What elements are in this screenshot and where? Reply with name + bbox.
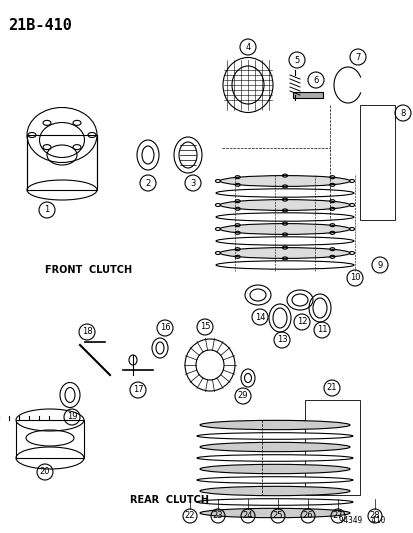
- Bar: [27, 135, 97, 190]
- Ellipse shape: [219, 224, 349, 235]
- Text: REAR  CLUTCH: REAR CLUTCH: [130, 495, 209, 505]
- Text: 21: 21: [326, 384, 337, 392]
- Text: 1: 1: [44, 206, 50, 214]
- Text: 16: 16: [159, 324, 170, 333]
- Text: 12: 12: [296, 318, 306, 327]
- Text: 4: 4: [245, 43, 250, 52]
- Text: 19: 19: [66, 413, 77, 422]
- Text: 14: 14: [254, 312, 265, 321]
- Ellipse shape: [199, 464, 349, 474]
- Ellipse shape: [216, 189, 353, 197]
- Text: 22: 22: [184, 512, 195, 521]
- Text: 26: 26: [302, 512, 313, 521]
- Ellipse shape: [197, 499, 352, 505]
- Bar: [292, 92, 322, 98]
- Ellipse shape: [197, 455, 352, 461]
- Text: 15: 15: [199, 322, 210, 332]
- Text: 5: 5: [294, 55, 299, 64]
- Ellipse shape: [216, 237, 353, 245]
- Text: 6: 6: [313, 76, 318, 85]
- Ellipse shape: [216, 213, 353, 221]
- Ellipse shape: [216, 261, 353, 269]
- Text: 18: 18: [81, 327, 92, 336]
- Text: 29: 29: [237, 392, 248, 400]
- Ellipse shape: [197, 433, 352, 439]
- Ellipse shape: [199, 486, 349, 496]
- Text: 17: 17: [133, 385, 143, 394]
- Text: 21B-410: 21B-410: [8, 18, 72, 33]
- Text: 94349  410: 94349 410: [338, 516, 384, 525]
- Text: 23: 23: [212, 512, 223, 521]
- Bar: [304, 400, 359, 495]
- Bar: [359, 105, 394, 220]
- Text: 20: 20: [40, 467, 50, 477]
- Text: 9: 9: [377, 261, 382, 270]
- Ellipse shape: [199, 421, 349, 430]
- Ellipse shape: [219, 175, 349, 187]
- Ellipse shape: [199, 442, 349, 451]
- Text: 24: 24: [242, 512, 253, 521]
- Ellipse shape: [219, 199, 349, 211]
- Text: 3: 3: [190, 179, 195, 188]
- Text: 11: 11: [316, 326, 326, 335]
- Text: 13: 13: [276, 335, 287, 344]
- Ellipse shape: [199, 508, 349, 518]
- Text: 2: 2: [145, 179, 150, 188]
- Text: 8: 8: [399, 109, 405, 117]
- Ellipse shape: [197, 477, 352, 483]
- Text: FRONT  CLUTCH: FRONT CLUTCH: [45, 265, 132, 275]
- Text: 10: 10: [349, 273, 359, 282]
- Text: 28: 28: [369, 512, 380, 521]
- Ellipse shape: [219, 248, 349, 259]
- Text: 7: 7: [354, 52, 360, 61]
- Bar: [16, 420, 84, 458]
- Text: 27: 27: [332, 512, 342, 521]
- Text: 25: 25: [272, 512, 282, 521]
